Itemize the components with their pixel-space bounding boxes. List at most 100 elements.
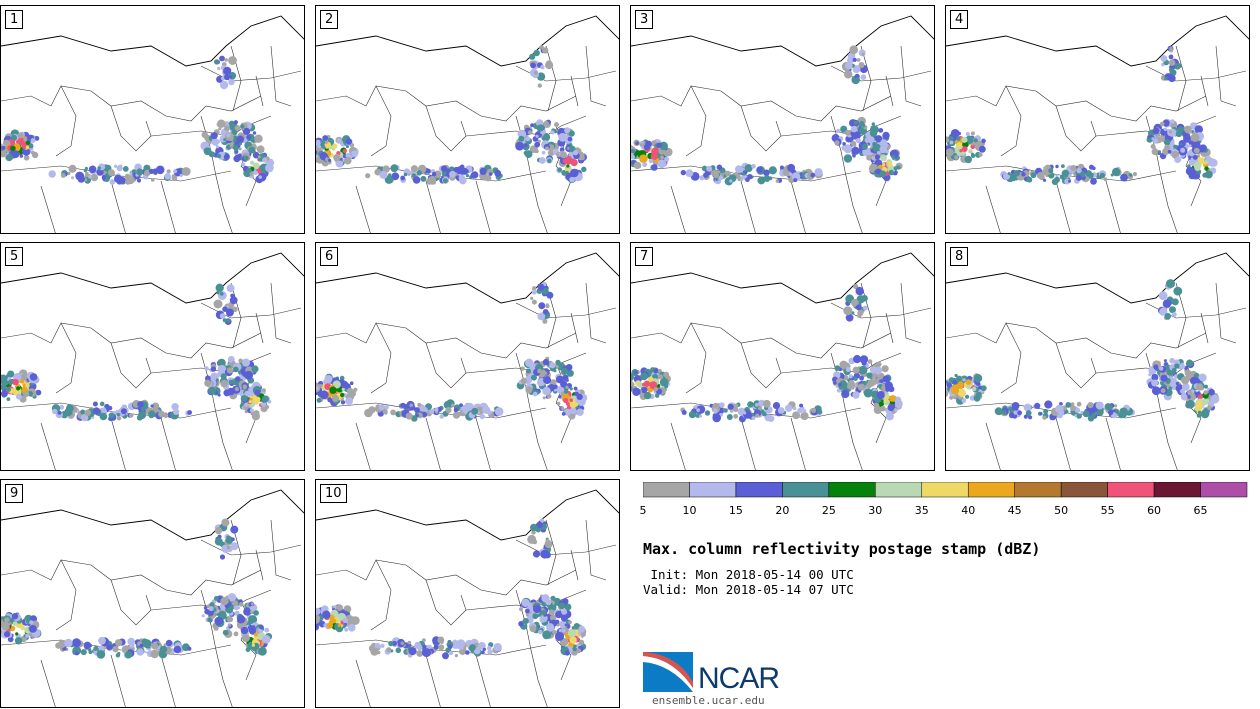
reflectivity-echo [239,602,244,607]
colorbar-tick-label: 35 [914,504,929,517]
colorbar-tick-label: 30 [868,504,883,517]
reflectivity-echo [238,147,242,151]
reflectivity-echo [525,608,530,614]
reflectivity-echo [265,163,274,173]
reflectivity-echo [416,650,424,657]
colorbar-tick-label: 10 [682,504,697,517]
boundary-line [780,115,902,137]
reflectivity-echo [342,149,347,153]
reflectivity-echo [257,155,261,159]
reflectivity-echo [965,379,972,386]
boundary-line [1105,417,1121,470]
boundary-line [670,422,686,470]
boundary-line [110,654,126,707]
colorbar-bin [1014,482,1062,498]
reflectivity-echo [102,407,106,411]
reflectivity-echo [542,47,549,54]
reflectivity-echo [478,642,486,650]
reflectivity-echo [566,369,574,377]
reflectivity-echo [16,386,21,391]
reflectivity-echo [204,366,209,371]
reflectivity-echo [657,374,664,380]
reflectivity-echo [555,610,563,619]
reflectivity-echo [84,166,88,171]
reflectivity-echo [810,172,816,178]
reflectivity-echo [1186,359,1194,367]
reflectivity-echo [1,621,10,631]
reflectivity-echo [327,397,333,403]
reflectivity-echo [520,377,527,385]
reflectivity-echo [640,372,648,381]
reflectivity-echo [454,654,458,658]
reflectivity-echo [223,389,231,397]
reflectivity-echo [1174,363,1180,369]
reflectivity-echo [834,365,841,371]
reflectivity-echo [316,614,321,622]
reflectivity-echo [1173,286,1183,296]
member-panel: 5 [0,242,305,471]
reflectivity-echo [885,149,889,154]
reflectivity-echo [542,396,546,400]
reflectivity-echo [1008,406,1013,411]
boundary-line [316,489,619,541]
reflectivity-echo [1090,177,1097,185]
reflectivity-echo [365,173,371,179]
reflectivity-echo [862,305,868,311]
reflectivity-echo [234,386,239,392]
reflectivity-echo [852,391,860,399]
reflectivity-echo [962,141,969,148]
reflectivity-echo [205,375,211,382]
reflectivity-echo [1001,410,1007,415]
reflectivity-echo [631,155,632,159]
reflectivity-echo [203,147,212,156]
reflectivity-echo [733,407,739,412]
reflectivity-echo [561,412,566,416]
colorbar-bin [782,482,830,498]
reflectivity-echo [970,153,976,158]
reflectivity-echo [767,415,775,422]
reflectivity-echo [243,127,251,135]
reflectivity-echo [850,140,857,147]
reflectivity-echo [1104,403,1112,411]
reflectivity-echo [448,644,453,649]
reflectivity-echo [1147,135,1151,139]
reflectivity-echo [240,626,249,635]
website-url: ensemble.ucar.edu [652,694,765,707]
reflectivity-echo [349,155,353,159]
reflectivity-echo [331,394,340,403]
reflectivity-echo [1030,172,1037,179]
reflectivity-echo [64,408,73,417]
reflectivity-echo [1172,70,1176,74]
reflectivity-echo [332,143,338,149]
reflectivity-echo [96,650,106,659]
reflectivity-echo [1159,307,1168,316]
reflectivity-echo [1076,414,1082,419]
colorbar-tick-label: 25 [821,504,836,517]
reflectivity-echo [867,359,873,364]
reflectivity-echo [958,389,966,397]
reflectivity-echo [210,132,218,140]
reflectivity-echo [538,157,546,164]
reflectivity-echo [839,360,848,369]
reflectivity-map [1,15,304,233]
reflectivity-echo [972,386,977,392]
reflectivity-echo [881,385,886,390]
reflectivity-echo [88,165,97,174]
colorbar-tick-label: 65 [1193,504,1208,517]
reflectivity-echo [712,402,720,410]
reflectivity-echo [173,645,182,654]
reflectivity-echo [155,165,165,175]
reflectivity-echo [220,373,227,380]
colorbar-bin [1200,482,1248,498]
reflectivity-echo [970,144,976,150]
reflectivity-echo [879,379,884,383]
reflectivity-echo [52,408,58,415]
reflectivity-echo [442,652,449,660]
reflectivity-echo [252,162,260,170]
reflectivity-echo [459,645,464,650]
reflectivity-echo [248,615,258,625]
reflectivity-echo [710,168,718,176]
reflectivity-echo [165,639,173,647]
reflectivity-echo [223,66,232,75]
reflectivity-map [631,252,934,470]
